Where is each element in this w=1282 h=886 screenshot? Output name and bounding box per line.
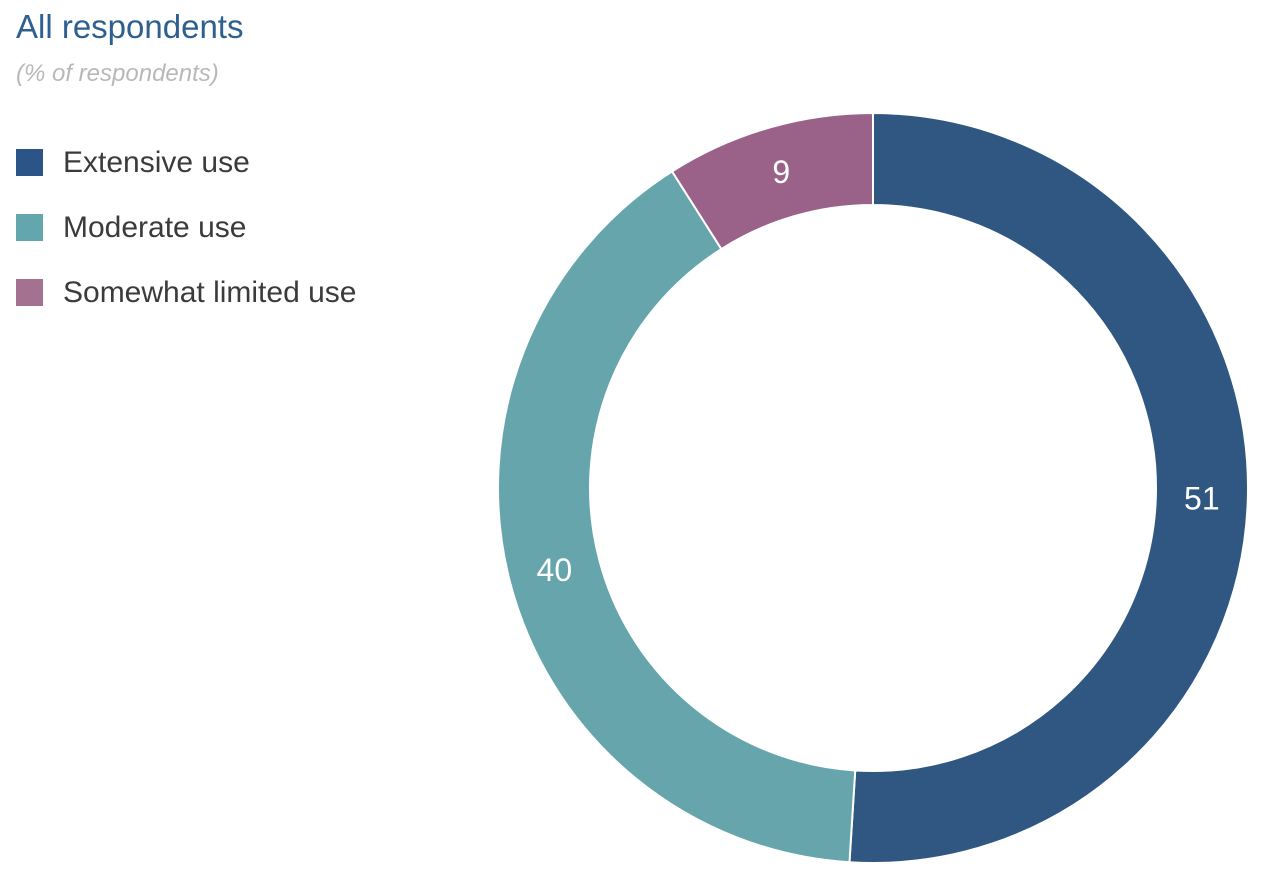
legend-swatch [16,214,43,241]
legend: Extensive use Moderate use Somewhat limi… [16,130,356,325]
legend-swatch [16,279,43,306]
legend-swatch [16,149,43,176]
legend-label: Extensive use [63,145,250,179]
legend-item-somewhat-limited-use: Somewhat limited use [16,260,356,325]
legend-item-moderate-use: Moderate use [16,195,356,260]
chart-title: All respondents [16,8,244,45]
slice-moderate-use [497,169,857,864]
chart-subtitle: (% of respondents) [16,60,219,87]
slice-somewhat-limited-use [670,111,874,251]
legend-label: Somewhat limited use [63,275,357,309]
data-label-somewhat-limited-use: 9 [772,154,790,190]
data-label-extensive-use: 51 [1184,480,1220,516]
data-label-moderate-use: 40 [537,552,573,588]
legend-label: Moderate use [63,210,247,244]
slice-extensive-use [848,111,1249,864]
legend-item-extensive-use: Extensive use [16,130,356,195]
